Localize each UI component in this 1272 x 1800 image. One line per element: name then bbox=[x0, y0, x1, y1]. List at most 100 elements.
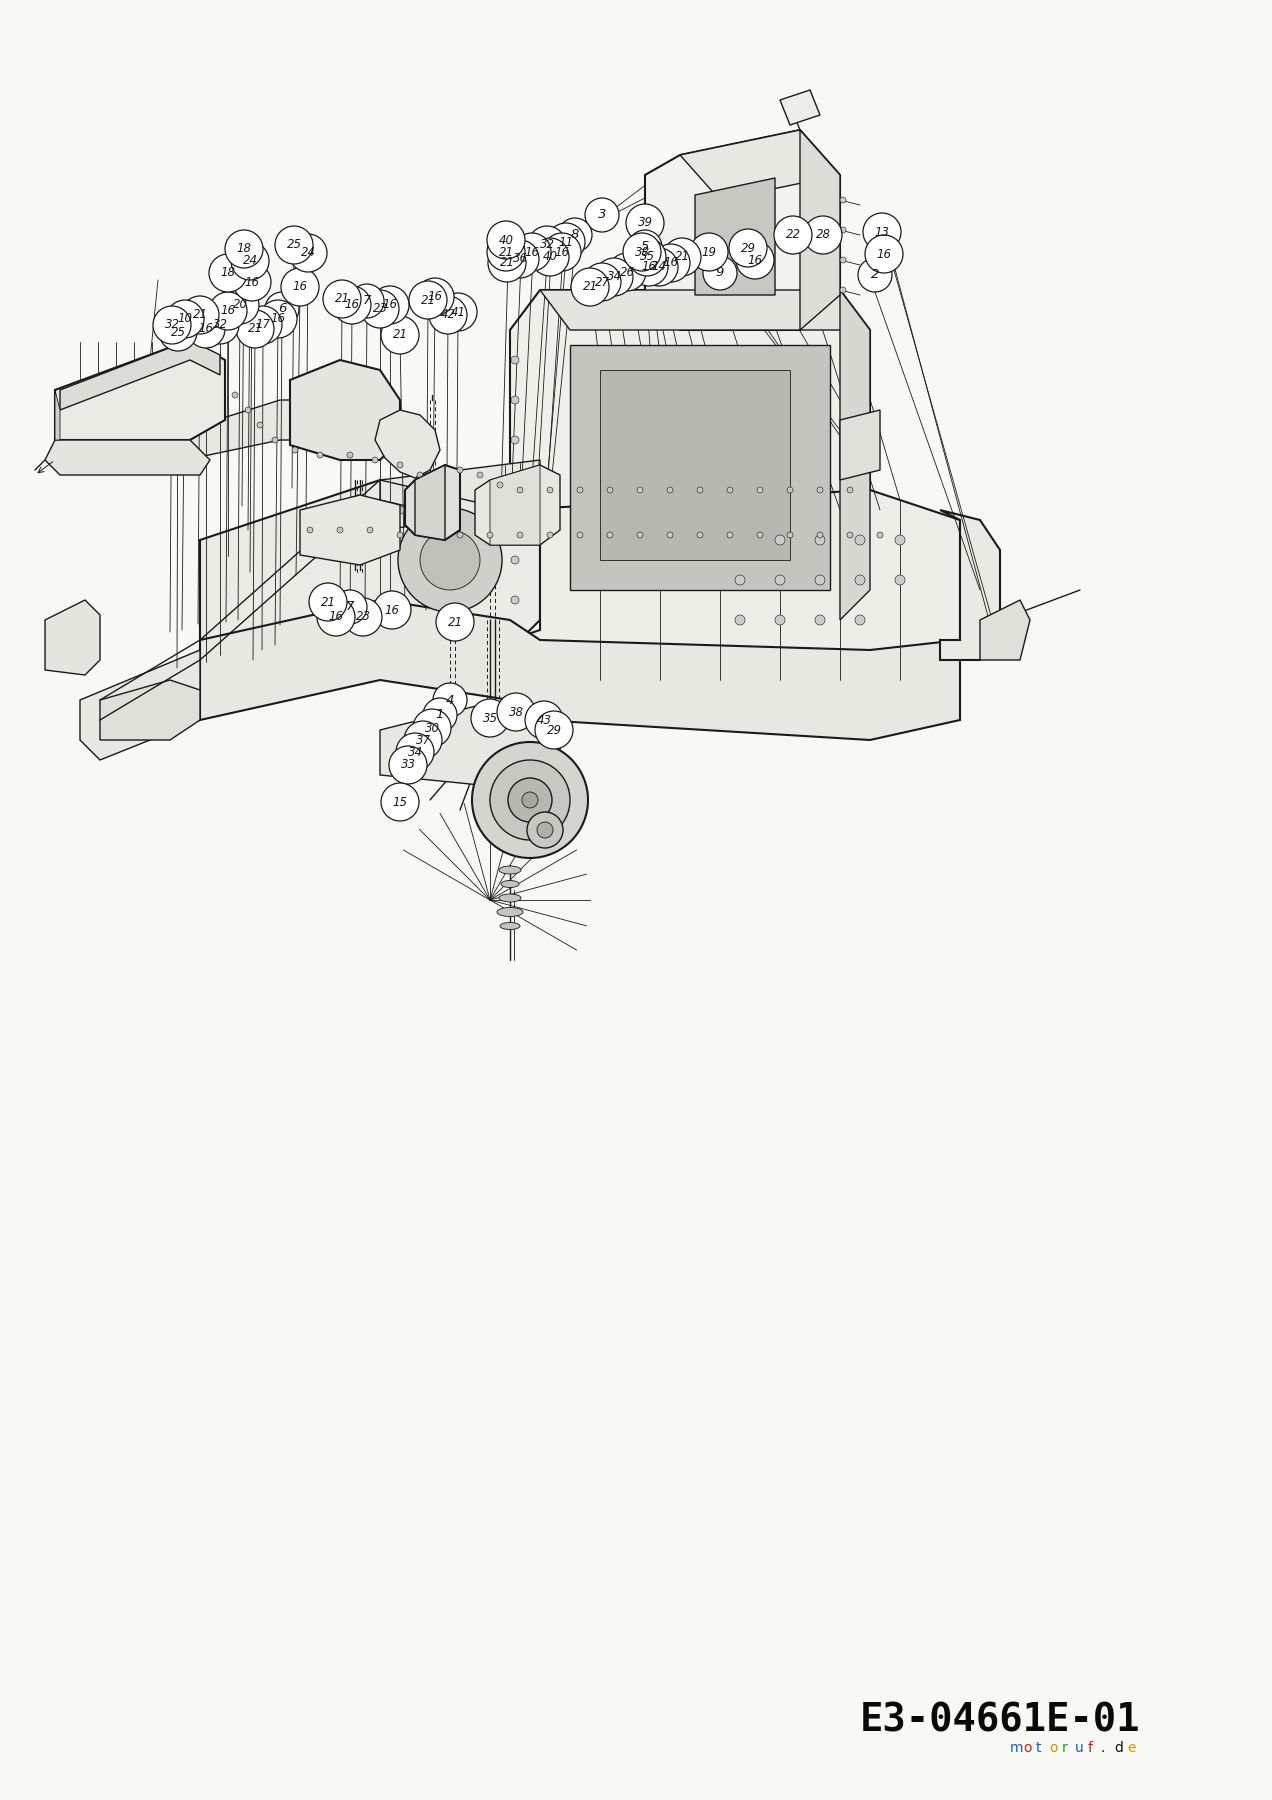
Polygon shape bbox=[510, 490, 960, 680]
Text: 16: 16 bbox=[271, 313, 285, 326]
Text: 29: 29 bbox=[740, 241, 756, 254]
Circle shape bbox=[637, 488, 644, 493]
Text: 21: 21 bbox=[248, 322, 262, 335]
Circle shape bbox=[840, 227, 846, 232]
Text: 18: 18 bbox=[237, 243, 252, 256]
Ellipse shape bbox=[497, 907, 523, 916]
Text: 35: 35 bbox=[640, 250, 655, 263]
Text: 27: 27 bbox=[594, 275, 609, 288]
Text: 25: 25 bbox=[170, 326, 186, 338]
Text: f: f bbox=[1088, 1741, 1093, 1755]
Circle shape bbox=[511, 396, 519, 403]
Circle shape bbox=[697, 488, 703, 493]
Text: 21: 21 bbox=[421, 293, 435, 306]
Circle shape bbox=[775, 574, 785, 585]
Circle shape bbox=[477, 472, 483, 479]
Circle shape bbox=[221, 286, 259, 324]
Circle shape bbox=[337, 527, 343, 533]
Circle shape bbox=[855, 616, 865, 625]
Polygon shape bbox=[840, 410, 880, 481]
Circle shape bbox=[527, 812, 563, 848]
Circle shape bbox=[537, 823, 553, 839]
Text: 21: 21 bbox=[321, 596, 336, 608]
Circle shape bbox=[608, 254, 646, 292]
Circle shape bbox=[637, 533, 644, 538]
Circle shape bbox=[497, 693, 536, 731]
Text: .: . bbox=[1102, 1741, 1105, 1755]
Polygon shape bbox=[100, 680, 200, 740]
Polygon shape bbox=[940, 509, 1000, 661]
Text: 35: 35 bbox=[482, 711, 497, 724]
Circle shape bbox=[630, 248, 668, 286]
Circle shape bbox=[457, 533, 463, 538]
Polygon shape bbox=[380, 706, 560, 785]
Polygon shape bbox=[800, 130, 840, 329]
Circle shape bbox=[432, 682, 467, 716]
Circle shape bbox=[511, 436, 519, 445]
Circle shape bbox=[577, 533, 583, 538]
Text: 16: 16 bbox=[345, 299, 360, 311]
Text: o: o bbox=[1023, 1741, 1032, 1755]
Circle shape bbox=[289, 234, 327, 272]
Circle shape bbox=[281, 268, 319, 306]
Circle shape bbox=[307, 527, 313, 533]
Text: 38: 38 bbox=[509, 706, 524, 718]
Polygon shape bbox=[474, 464, 560, 545]
Circle shape bbox=[275, 227, 313, 265]
Text: 28: 28 bbox=[815, 229, 831, 241]
Polygon shape bbox=[570, 346, 831, 590]
Circle shape bbox=[232, 241, 268, 281]
Ellipse shape bbox=[499, 866, 522, 875]
Circle shape bbox=[209, 254, 247, 292]
Circle shape bbox=[607, 533, 613, 538]
Circle shape bbox=[855, 574, 865, 585]
Circle shape bbox=[397, 533, 403, 538]
Circle shape bbox=[697, 533, 703, 538]
Circle shape bbox=[815, 616, 826, 625]
Circle shape bbox=[536, 711, 572, 749]
Circle shape bbox=[663, 238, 701, 275]
Circle shape bbox=[398, 508, 502, 612]
Text: 10: 10 bbox=[178, 313, 192, 326]
Circle shape bbox=[487, 221, 525, 259]
Circle shape bbox=[508, 778, 552, 823]
Text: 16: 16 bbox=[664, 256, 678, 270]
Circle shape bbox=[472, 742, 588, 859]
Circle shape bbox=[577, 488, 583, 493]
Text: 16: 16 bbox=[293, 281, 308, 293]
Circle shape bbox=[757, 533, 763, 538]
Circle shape bbox=[653, 245, 689, 283]
Polygon shape bbox=[60, 340, 220, 410]
Circle shape bbox=[859, 257, 892, 292]
Circle shape bbox=[416, 277, 454, 317]
Polygon shape bbox=[840, 290, 870, 619]
Text: 15: 15 bbox=[393, 796, 407, 808]
Circle shape bbox=[640, 248, 678, 286]
Circle shape bbox=[840, 286, 846, 293]
Circle shape bbox=[840, 196, 846, 203]
Text: 24: 24 bbox=[300, 247, 315, 259]
Text: 8: 8 bbox=[571, 229, 579, 241]
Circle shape bbox=[361, 290, 399, 328]
Circle shape bbox=[181, 295, 219, 335]
Polygon shape bbox=[510, 290, 870, 619]
Text: 16: 16 bbox=[384, 603, 399, 616]
Text: 21: 21 bbox=[583, 281, 598, 293]
Circle shape bbox=[728, 488, 733, 493]
Circle shape bbox=[323, 281, 361, 319]
Circle shape bbox=[516, 488, 523, 493]
Circle shape bbox=[490, 760, 570, 841]
Text: 4: 4 bbox=[445, 693, 454, 706]
Circle shape bbox=[396, 506, 404, 515]
Polygon shape bbox=[80, 641, 200, 760]
Circle shape bbox=[413, 709, 452, 747]
Circle shape bbox=[787, 533, 792, 538]
Circle shape bbox=[232, 392, 238, 398]
Text: 16: 16 bbox=[383, 299, 397, 311]
Circle shape bbox=[528, 227, 566, 265]
Circle shape bbox=[895, 574, 904, 585]
Text: 2: 2 bbox=[871, 268, 879, 281]
Circle shape bbox=[571, 268, 609, 306]
Circle shape bbox=[272, 437, 279, 443]
Circle shape bbox=[496, 506, 504, 515]
